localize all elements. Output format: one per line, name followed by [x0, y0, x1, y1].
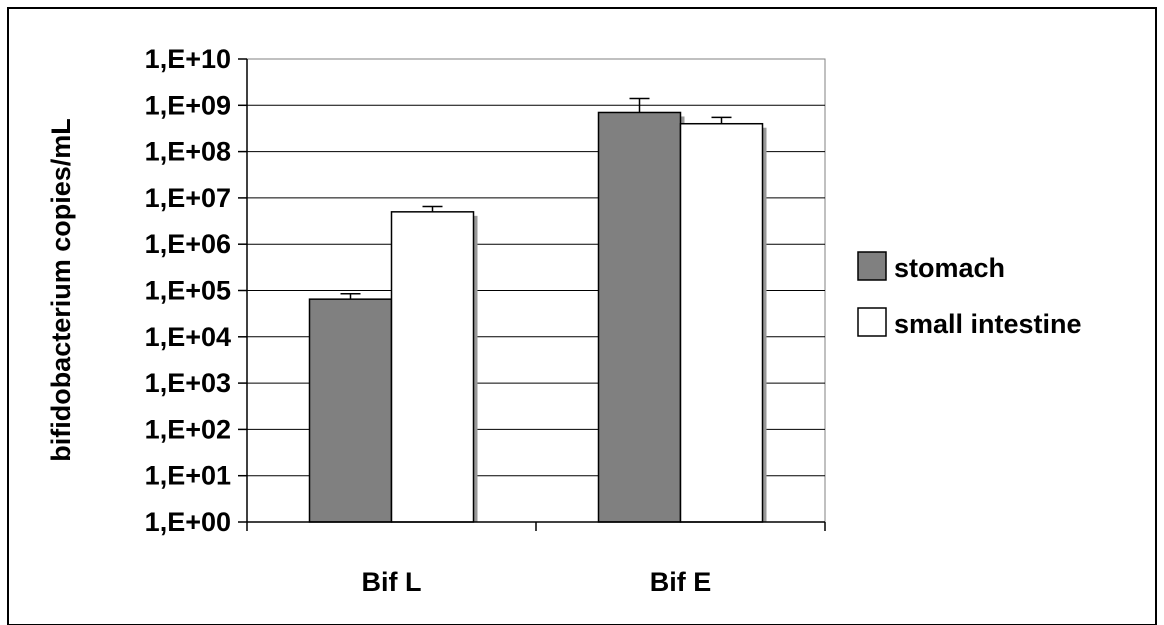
y-tick-label: 1,E+04	[145, 322, 231, 352]
legend-swatch	[857, 307, 887, 337]
y-tick-label: 1,E+08	[145, 137, 231, 167]
y-tick-label: 1,E+03	[145, 368, 231, 398]
bar-stomach-bif-l	[308, 298, 393, 523]
x-category-label: Bif E	[650, 567, 712, 597]
bar-small-intestine-bif-l	[390, 211, 475, 523]
legend-label: stomach	[894, 253, 1005, 283]
y-tick-label: 1,E+05	[145, 276, 231, 306]
y-axis-title: bifidobacterium copies/mL	[46, 118, 76, 462]
y-tick-label: 1,E+02	[145, 414, 231, 444]
bar-stomach-bif-e	[597, 111, 682, 523]
bar-small-intestine-bif-e	[679, 122, 764, 523]
legend-label: small intestine	[894, 309, 1082, 339]
x-category-label: Bif L	[362, 567, 422, 597]
legend-swatch	[857, 251, 887, 281]
y-tick-label: 1,E+07	[145, 183, 231, 213]
y-tick-label: 1,E+01	[145, 461, 231, 491]
y-tick-label: 1,E+00	[145, 507, 231, 537]
y-tick-label: 1,E+09	[145, 90, 231, 120]
y-tick-label: 1,E+10	[145, 44, 231, 74]
y-tick-label: 1,E+06	[145, 229, 231, 259]
